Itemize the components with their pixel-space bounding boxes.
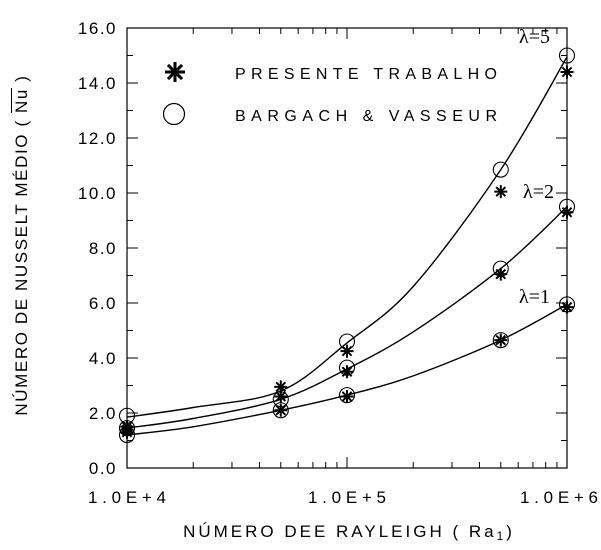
plot-frame bbox=[126, 27, 568, 469]
legend-circle-marker bbox=[162, 102, 186, 126]
y-tick-label: 12.0 bbox=[78, 129, 117, 148]
star-stroke bbox=[495, 334, 507, 346]
fit-line-1 bbox=[126, 56, 568, 418]
y-axis-label-symbol: Nu bbox=[12, 88, 31, 113]
lambda-annotation: λ=2 bbox=[523, 181, 554, 203]
marker-bargach-vasseur bbox=[492, 332, 509, 349]
star-stroke bbox=[341, 391, 353, 402]
y-tick-label: 4.0 bbox=[89, 349, 117, 368]
marker-presente-trabalho bbox=[340, 390, 354, 403]
marker-presente-trabalho bbox=[494, 267, 508, 281]
y-axis-label-suffix: ) bbox=[12, 74, 31, 89]
x-axis-label: NÚMERO DEE RAYLEIGH ( Ra1) bbox=[183, 522, 515, 542]
legend-label-bargach-vasseur: BARGACH & VASSEUR bbox=[235, 108, 497, 125]
y-tick-label: 6.0 bbox=[89, 294, 117, 313]
y-axis-label: NÚMERO DE NUSSELT MÉDIO ( Nu ) bbox=[12, 74, 32, 415]
marker-presente-trabalho bbox=[494, 333, 508, 347]
legend: PRESENTE TRABALHO BARGACH & VASSEUR bbox=[162, 62, 497, 126]
lambda-annotations: λ=5 λ=2 λ=1 bbox=[519, 26, 554, 308]
marker-presente-trabalho bbox=[120, 425, 134, 439]
presente-trabalho-markers bbox=[120, 65, 574, 439]
marker-presente-trabalho bbox=[560, 65, 574, 79]
y-tick-label: 10.0 bbox=[78, 184, 117, 203]
legend-symbols bbox=[162, 62, 186, 126]
marker-presente-trabalho bbox=[340, 365, 354, 379]
star-stroke bbox=[495, 268, 507, 280]
star-stroke bbox=[275, 381, 287, 393]
star-stroke bbox=[341, 366, 353, 378]
marker-presente-trabalho bbox=[274, 390, 288, 403]
y-tick-label: 16.0 bbox=[78, 19, 117, 38]
lambda-annotation: λ=5 bbox=[519, 26, 550, 48]
x-tick-label: 1.0E+4 bbox=[88, 488, 166, 507]
x-tick-label: 1.0E+5 bbox=[308, 488, 386, 507]
marker-presente-trabalho bbox=[274, 380, 288, 394]
x-axis-label-text: NÚMERO DEE RAYLEIGH ( Ra bbox=[183, 522, 497, 541]
star-stroke bbox=[121, 426, 133, 438]
x-tick-labels: 1.0E+4 1.0E+5 1.0E+6 bbox=[88, 488, 598, 507]
y-tick-label: 2.0 bbox=[89, 404, 117, 423]
marker-presente-trabalho bbox=[560, 300, 574, 314]
star-stroke bbox=[275, 391, 287, 402]
legend-star-marker bbox=[165, 62, 185, 82]
star-stroke bbox=[561, 206, 573, 218]
marker-presente-trabalho bbox=[340, 344, 354, 358]
y-tick-label: 8.0 bbox=[89, 239, 117, 258]
y-tick-labels: 0.0 2.0 4.0 6.0 8.0 10.0 12.0 14.0 16.0 bbox=[78, 19, 117, 478]
marker-bargach-vasseur bbox=[492, 161, 509, 178]
x-axis-label-suffix: ) bbox=[506, 522, 515, 541]
x-tick-label: 1.0E+6 bbox=[520, 488, 598, 507]
star-stroke bbox=[341, 345, 353, 357]
star-stroke bbox=[166, 63, 184, 81]
star-stroke bbox=[275, 404, 287, 416]
x-axis-label-subscript: 1 bbox=[496, 529, 507, 543]
star-stroke bbox=[561, 66, 573, 78]
y-axis-label-text: NÚMERO DE NUSSELT MÉDIO ( bbox=[12, 112, 31, 416]
marker-presente-trabalho bbox=[494, 185, 508, 199]
marker-presente-trabalho bbox=[560, 205, 574, 219]
lambda-annotation: λ=1 bbox=[519, 286, 550, 308]
star-stroke bbox=[561, 301, 573, 313]
marker-presente-trabalho bbox=[274, 403, 288, 417]
marker-bargach-vasseur bbox=[558, 47, 576, 64]
star-stroke bbox=[495, 186, 507, 197]
y-tick-label: 0.0 bbox=[89, 459, 117, 478]
legend-label-presente-trabalho: PRESENTE TRABALHO bbox=[235, 66, 497, 83]
y-tick-label: 14.0 bbox=[78, 74, 117, 93]
